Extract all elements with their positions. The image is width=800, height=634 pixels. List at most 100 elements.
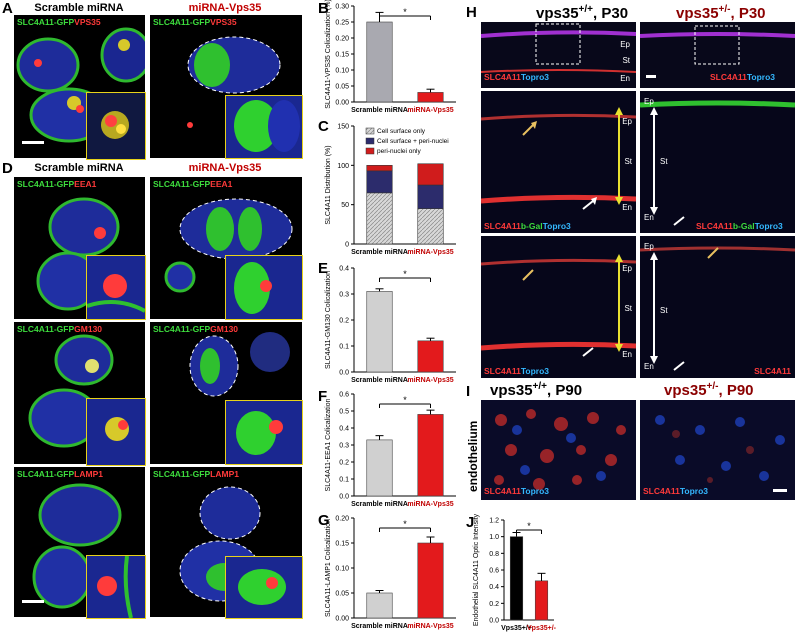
h-overview-het: SLC4A11Topro3: [640, 22, 795, 88]
bar: [417, 414, 444, 497]
h-label-het1: SLC4A11Topro3: [710, 72, 776, 82]
bar: [417, 92, 444, 103]
y-tick-label: 0.1: [339, 477, 349, 484]
col-head-scramble-d: Scramble miRNA: [34, 162, 124, 174]
bar: [366, 291, 393, 373]
panel-letter-d: D: [2, 160, 13, 177]
y-tick-label: 0.0: [339, 494, 349, 501]
h-en-label: En: [622, 350, 632, 359]
y-tick-label: 0.3: [339, 443, 349, 450]
scale-bar: [22, 141, 44, 144]
x-tick-label: Scramble miRNA: [351, 107, 408, 114]
bar: [366, 21, 393, 103]
bar-segment: [366, 192, 393, 245]
h-st-label: St: [660, 157, 668, 166]
h-left-title: vps35+/+, P30: [536, 4, 629, 22]
y-tick-label: 0.2: [339, 460, 349, 467]
y-tick-label: 0.1: [339, 344, 349, 351]
y-tick-label: 0.05: [335, 591, 349, 598]
micrograph-d-lamp1-scramble: SLC4A11-GFPLAMP1: [14, 467, 145, 617]
col-head-scramble-a: Scramble miRNA: [34, 2, 124, 14]
h-en-label: En: [622, 203, 632, 212]
y-tick-label: 0.3: [339, 292, 349, 299]
h-ep-label: Ep: [620, 40, 630, 49]
panel-letter-e: E: [318, 260, 329, 277]
h-st-label: St: [622, 56, 630, 65]
y-tick-label: 0.00: [335, 616, 349, 623]
bar: [417, 542, 444, 619]
x-tick-label: Scramble miRNA: [351, 377, 408, 384]
h-ep-label: Ep: [622, 264, 632, 273]
chart-f: SLC4A11-EEA1 Colicalization 0.0 0.1 0.2 0.3 0…: [325, 392, 456, 508]
h-label-het3: SLC4A11: [754, 366, 791, 376]
micro-label-d4: SLC4A11-GFPGM130: [153, 324, 239, 334]
y-tick-label: 0.8: [489, 551, 499, 558]
y-tick-label: 0.5: [339, 409, 349, 416]
panel-letter-h: H: [466, 4, 477, 21]
x-tick-label: miRNA-Vps35: [407, 377, 453, 384]
micrograph-a-scramble: SLC4A11-GFPVPS35: [14, 15, 145, 158]
bar: [366, 439, 393, 497]
i-endothelium-label: endothelium: [466, 420, 480, 492]
micro-label-d2: SLC4A11-GFPEEA1: [153, 179, 233, 189]
y-tick-label: 100: [337, 163, 349, 170]
y-tick-label: 0.6: [489, 568, 499, 575]
scale-bar: [773, 489, 787, 492]
micro-label-d1: SLC4A11-GFPEEA1: [17, 179, 97, 189]
h-en-label: En: [644, 362, 654, 371]
x-tick-label: miRNA-Vps35: [407, 107, 453, 114]
x-tick-label: Scramble miRNA: [351, 501, 408, 508]
h-zoom-wt-topro: Ep St En SLC4A11Topro3: [481, 236, 636, 378]
y-axis-label: SLC4A11-GM130 Colicalization: [325, 271, 332, 369]
y-tick-label: 1.0: [489, 534, 499, 541]
h-zoom-het-slc: Ep St En SLC4A11: [640, 236, 795, 378]
y-tick-label: 0.20: [335, 36, 349, 43]
h-st-label: St: [624, 157, 632, 166]
x-tick-label: miRNA-Vps35: [407, 501, 453, 508]
panel-letter-i: I: [466, 383, 471, 400]
significance-star: *: [403, 395, 407, 405]
panel-letter-a: A: [2, 0, 13, 17]
micrograph-d-gm130-vps35-inset: [225, 400, 303, 465]
legend-entry: Cell surface only: [377, 128, 426, 135]
panel-letter-g: G: [318, 512, 330, 529]
significance-star: *: [403, 269, 407, 279]
legend-swatch: [365, 127, 375, 135]
h-label-het2: SLC4A11b-GalTopro3: [696, 221, 783, 231]
y-tick-label: 1.2: [489, 518, 499, 525]
y-tick-label: 0.15: [335, 52, 349, 59]
y-tick-label: 50: [341, 202, 349, 209]
micrograph-d-lamp1-vps35-inset: [225, 556, 303, 619]
scale-bar: [646, 75, 656, 78]
h-ep-label: Ep: [622, 117, 632, 126]
micrograph-d-lamp1-scramble-inset: [86, 555, 146, 619]
bar-segment: [417, 163, 444, 186]
h-overview-wt: Ep St En SLC4A11Topro3: [481, 22, 636, 88]
y-axis-label: SLC4A11 Distribution (%): [325, 145, 332, 224]
scale-bar: [22, 600, 44, 603]
y-tick-label: 0.6: [339, 392, 349, 399]
y-tick-label: 0.4: [339, 266, 349, 273]
bar: [417, 340, 444, 373]
micro-label-a1: SLC4A11-GFPVPS35: [17, 17, 101, 27]
y-tick-label: 0: [345, 242, 349, 249]
h-label-wt2: SLC4A11b-GalTopro3: [484, 221, 571, 231]
micrograph-d-eea1-scramble-inset: [86, 255, 146, 320]
micrograph-a-scramble-inset: [86, 92, 146, 160]
chart-b: SLC4A11-VPS35 Colicalization (%) 0.00 0.05…: [325, 0, 456, 114]
panel-letter-c: C: [318, 118, 329, 135]
chart-j: Endothelial SLC4A11 Optic Intensity 0.0 0.…: [473, 514, 557, 632]
y-axis-label: SLC4A11-EEA1 Colicalization: [325, 398, 332, 491]
h-st-label: St: [660, 306, 668, 315]
bar-segment: [366, 165, 393, 172]
i-het: SLC4A11Topro3: [640, 400, 795, 500]
legend-swatch: [365, 147, 375, 155]
chart-c: SLC4A11 Distribution (%) 0 50 100 150 Scrambl…: [325, 124, 456, 256]
y-tick-label: 0.0: [339, 370, 349, 377]
y-tick-label: 0.15: [335, 541, 349, 548]
h-st-label: St: [624, 304, 632, 313]
micro-label-d5: SLC4A11-GFPLAMP1: [17, 469, 103, 479]
col-head-vps35-a: miRNA-Vps35: [188, 2, 262, 14]
y-axis-label: Endothelial SLC4A11 Optic Intensity: [473, 514, 480, 626]
